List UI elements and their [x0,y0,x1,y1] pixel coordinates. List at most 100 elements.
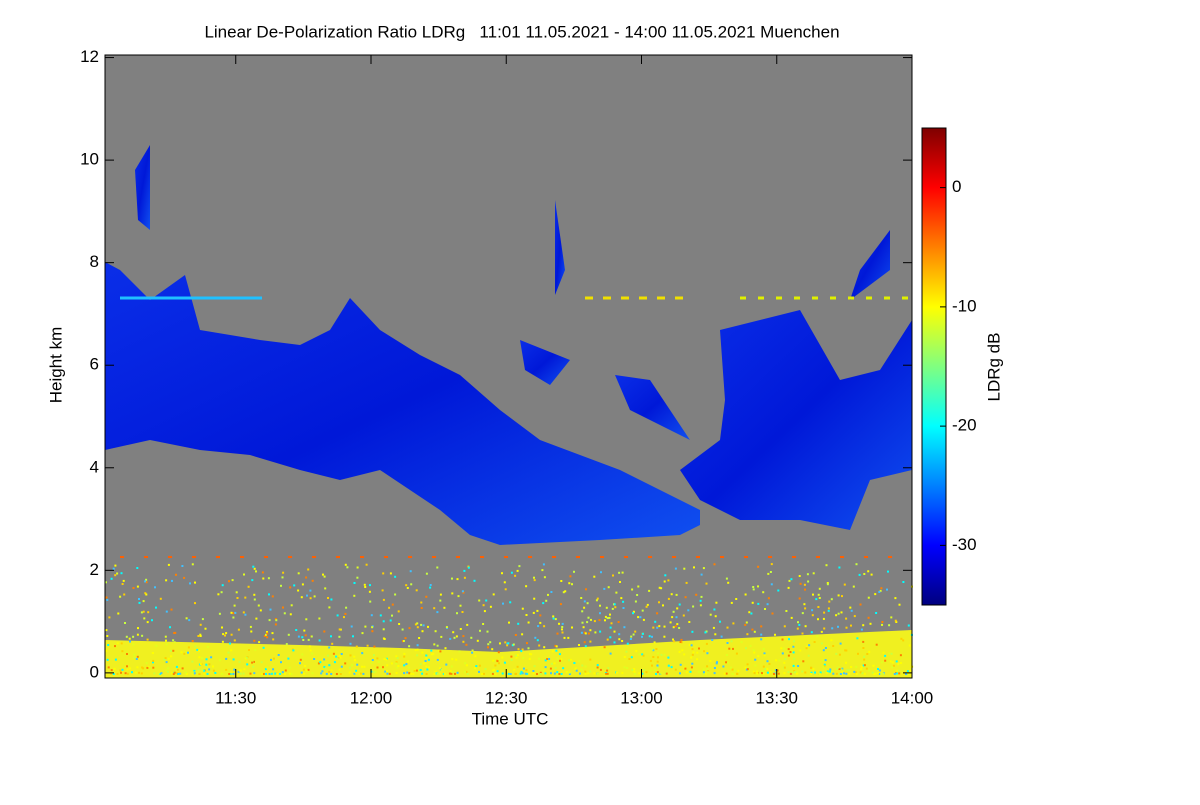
noise-pixel [120,572,123,575]
noise-pixel [144,592,147,595]
noise-pixel [275,619,278,622]
noise-pixel [556,671,559,674]
noise-pixel [621,571,624,574]
chart-title: Linear De-Polarization Ratio LDRg 11:01 … [204,22,839,41]
noise-pixel [369,584,371,587]
noise-pixel [631,668,634,671]
noise-pixel [908,644,911,647]
noise-pixel [845,649,848,652]
noise-pixel [536,673,538,675]
noise-pixel [381,589,384,592]
noise-pixel [494,672,497,675]
noise-pixel [180,651,183,654]
noise-pixel [654,620,657,623]
noise-pixel [760,638,763,641]
noise-pixel [305,618,308,621]
noise-pixel [464,662,467,665]
colorbar-tick-label: -10 [952,296,977,315]
noise-pixel [165,610,168,613]
noise-pixel [533,665,536,668]
noise-pixel [491,672,494,675]
noise-pixel [561,631,564,634]
noise-pixel [124,622,126,624]
noise-pixel [767,572,770,575]
noise-pixel [762,591,765,594]
noise-pixel [420,607,423,609]
noise-pixel [457,595,460,598]
noise-pixel [405,584,408,587]
noise-pixel [134,671,137,674]
noise-pixel [846,669,849,672]
noise-pixel [427,658,430,661]
noise-pixel [386,672,389,675]
noise-pixel [651,648,654,651]
noise-pixel [713,608,716,611]
noise-pixel [231,579,234,582]
noise-pixel [795,671,798,674]
noise-pixel [853,670,856,673]
noise-pixel [254,648,257,651]
cloud-region [850,230,890,300]
noise-pixel [220,591,223,594]
noise-pixel [702,668,705,671]
noise-pixel [397,610,400,613]
colorbar-tick-label: -30 [952,535,977,554]
noise-pixel [845,661,847,664]
noise-pixel [471,651,474,654]
noise-pixel [142,667,145,670]
noise-pixel [754,658,757,661]
noise-pixel [693,566,695,569]
noise-pixel [595,599,598,602]
noise-pixel [250,630,253,633]
noise-pixel [136,567,139,569]
noise-pixel [344,563,347,566]
noise-pixel [496,660,499,663]
noise-pixel [766,667,769,670]
noise-pixel [737,669,740,672]
noise-pixel [340,653,343,655]
noise-pixel [587,632,590,635]
noise-pixel [578,660,581,663]
noise-pixel [280,661,282,664]
noise-pixel [126,653,128,655]
noise-pixel [497,651,500,654]
noise-pixel [175,665,178,668]
noise-pixel [604,615,607,618]
noise-pixel [328,664,331,667]
noise-pixel [386,670,388,672]
noise-pixel [265,673,267,675]
noise-pixel [406,587,409,589]
noise-pixel [713,672,716,675]
noise-pixel [550,591,553,593]
noise-pixel [235,591,238,594]
noise-pixel [656,612,659,615]
noise-pixel [761,670,764,673]
noise-pixel [656,671,659,674]
x-tick-label: 13:00 [620,688,663,707]
noise-pixel [125,635,128,638]
noise-pixel [307,568,310,571]
noise-pixel [687,609,690,612]
noise-pixel [861,672,864,675]
noise-pixel [138,601,141,604]
noise-pixel [543,625,546,628]
noise-pixel [633,668,636,670]
noise-pixel [898,672,901,675]
noise-pixel [467,566,470,569]
noise-pixel [406,660,409,663]
noise-pixel [405,663,408,666]
noise-pixel [438,672,441,675]
noise-pixel [143,617,146,620]
noise-pixel [584,665,587,668]
noise-pixel [823,611,826,614]
noise-pixel [508,621,510,624]
noise-pixel [297,589,300,592]
noise-pixel [339,656,342,659]
noise-pixel [119,669,122,672]
noise-pixel [735,598,738,600]
noise-pixel [817,606,820,608]
noise-pixel [462,635,465,638]
noise-pixel [501,572,503,575]
noise-pixel [860,628,863,631]
noise-pixel [443,606,446,609]
